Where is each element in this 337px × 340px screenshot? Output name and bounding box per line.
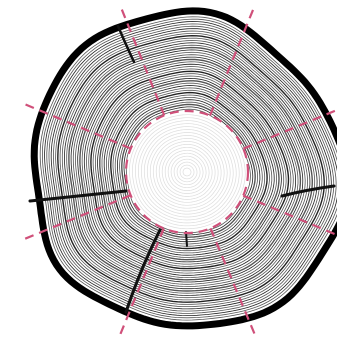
guide-ray [208,4,257,116]
growth-ring [97,77,282,263]
growth-ring [42,18,337,319]
cracks [28,24,336,314]
growth-ring [77,56,304,283]
inner-ring [158,143,216,200]
growth-ring [81,61,299,279]
growth-ring [103,85,275,256]
growth-ring [61,40,320,299]
growth-ring [95,75,285,265]
growth-ring [66,44,316,294]
guides [21,4,337,336]
inner-ring [152,138,222,206]
growth-ring [59,37,323,301]
growth-ring [108,89,270,252]
growth-ring [53,30,330,307]
inner-ring [141,126,234,218]
inner-ring [167,152,207,191]
crack [185,231,188,247]
inner-ring [182,167,192,177]
growth-ring [88,68,292,272]
growth-ring [90,70,290,270]
growth-ring [86,66,294,274]
guide-ray [118,228,165,336]
growth-ring [117,99,261,243]
inner-ring [146,132,228,212]
guide-circle [124,109,250,235]
inner-ring [179,164,195,180]
inner-ring [164,149,210,194]
inner-ring [170,155,204,189]
crack [116,24,136,64]
guide-ray [21,101,132,150]
growth-ring [50,28,332,310]
inner-ring [138,123,237,221]
crack [28,189,128,203]
growth-ring [92,73,287,267]
growth-ring [57,34,325,303]
growth-ring [72,51,308,287]
guide-ray [21,194,132,242]
growth-ring [48,25,335,312]
growth-ring [68,46,314,292]
crack [280,184,336,198]
growth-ring [101,82,278,258]
growth-ring [121,103,256,239]
growth-ring [119,101,259,240]
inner-ring [143,129,231,215]
growth-ring [75,54,306,285]
growth-ring [64,42,318,296]
guide-ray [209,227,257,336]
growth-ring [114,97,263,245]
growth-ring [112,94,266,247]
growth-ring [55,33,328,305]
inner-ring [173,158,201,186]
inner-ring [161,146,213,197]
growth-ring [110,91,268,250]
growth-ring [39,16,337,321]
guide-ray [242,108,337,150]
inner-ring [132,117,243,227]
guide-ray [242,194,337,237]
guide-ray [118,4,166,116]
growth-ring [44,21,337,317]
inner-ring [149,135,225,209]
inner-ring [135,120,240,224]
growth-ring [99,80,280,261]
growth-ring [106,87,273,254]
rings [30,7,337,330]
crack [124,228,162,314]
inner-ring [155,141,219,203]
growth-ring [83,63,296,276]
growth-ring [70,49,311,290]
growth-ring [46,23,337,314]
growth-ring [79,58,302,281]
inner-ring [176,161,198,183]
inner-ring [129,114,246,230]
